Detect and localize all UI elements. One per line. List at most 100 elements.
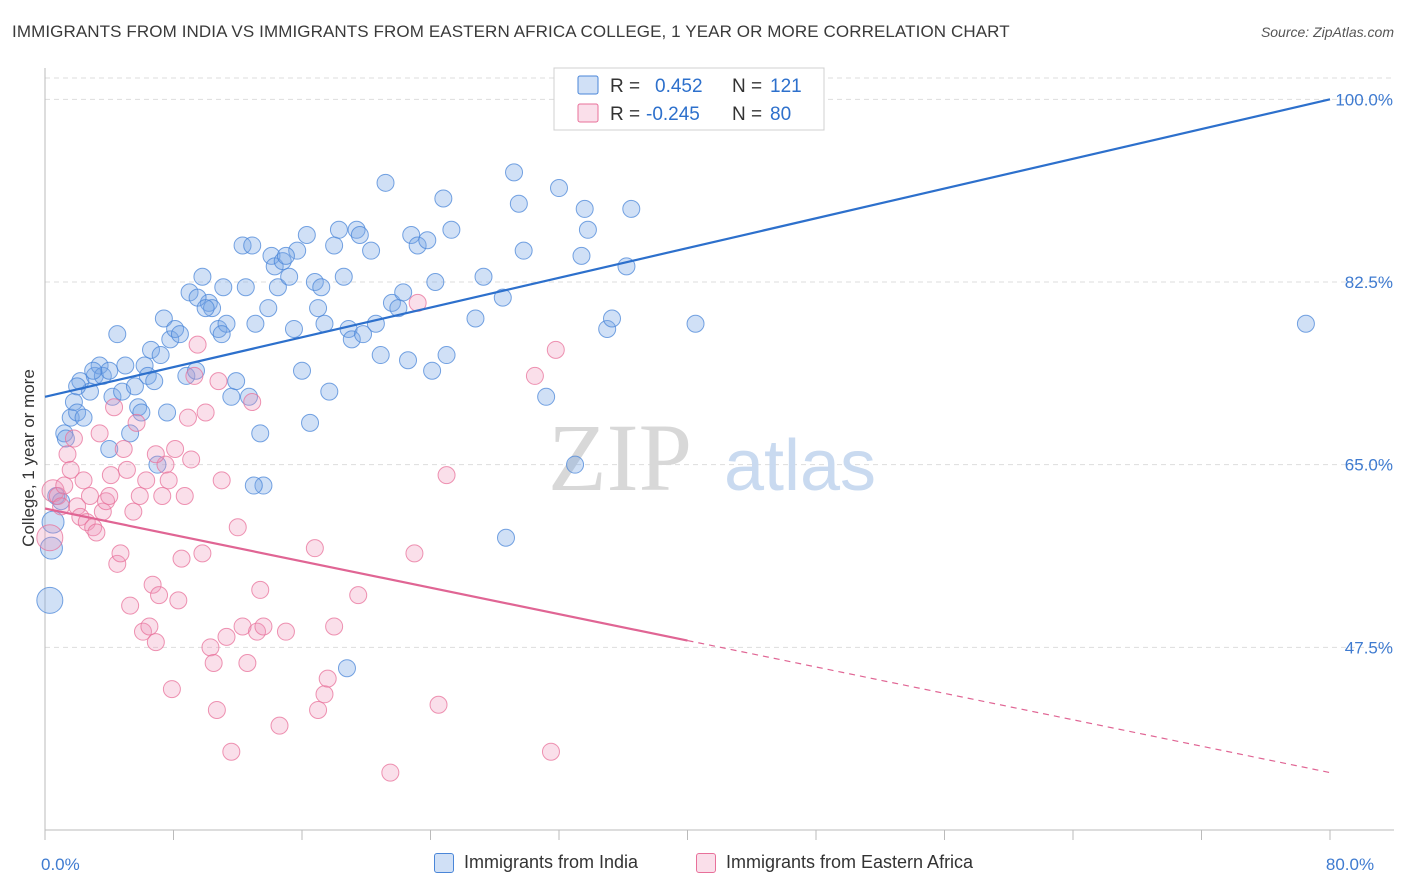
data-point <box>130 486 149 505</box>
data-point <box>212 325 231 344</box>
data-point <box>1296 314 1315 333</box>
data-point <box>185 366 204 385</box>
chart-title: IMMIGRANTS FROM INDIA VS IMMIGRANTS FROM… <box>12 22 1010 41</box>
data-point <box>251 580 270 599</box>
data-point <box>318 669 337 688</box>
data-point <box>222 387 241 406</box>
watermark-atlas: atlas <box>724 426 876 506</box>
data-point <box>371 346 390 365</box>
data-point <box>434 189 453 208</box>
data-point <box>209 372 228 391</box>
y-tick-label: 100.0% <box>1335 90 1393 109</box>
data-point <box>297 226 316 245</box>
data-point <box>537 387 556 406</box>
data-point <box>394 283 413 302</box>
data-point <box>61 460 80 479</box>
data-point <box>550 179 568 198</box>
data-point <box>97 492 116 511</box>
data-point <box>162 680 181 699</box>
data-point <box>153 486 172 505</box>
data-point <box>505 163 524 182</box>
data-point <box>68 377 87 396</box>
data-point <box>315 685 334 704</box>
data-point <box>100 440 119 458</box>
data-point <box>146 633 165 652</box>
data-point <box>117 460 136 479</box>
watermark: ZIP atlas <box>548 404 876 511</box>
data-point <box>246 314 265 333</box>
data-point <box>325 236 344 255</box>
data-point <box>207 700 226 719</box>
x-tick-label: 80.0% <box>1326 855 1374 874</box>
data-point <box>169 591 188 610</box>
data-point <box>145 372 164 391</box>
data-point <box>182 450 201 469</box>
legend-swatch-india <box>577 75 599 95</box>
legend-item-india: Immigrants from India <box>434 852 638 873</box>
data-point <box>239 387 258 406</box>
data-point <box>525 366 544 385</box>
bottom-legend: Immigrants from India Immigrants from Ea… <box>0 852 1406 878</box>
data-point <box>280 267 299 286</box>
legend-n-label-eastern-africa: N = <box>732 104 762 125</box>
data-point <box>376 173 395 192</box>
legend-r-value-india: 0.452 <box>655 76 703 97</box>
data-point <box>243 236 262 255</box>
data-point <box>100 486 119 505</box>
data-point <box>575 199 594 218</box>
data-point <box>276 246 295 265</box>
data-point <box>193 544 212 563</box>
data-point <box>349 586 368 605</box>
legend-r-label-eastern-africa: R = <box>610 104 640 125</box>
x-tick-label: 0.0% <box>41 855 80 874</box>
data-point <box>203 299 222 318</box>
data-point <box>159 471 178 490</box>
data-point <box>137 471 156 490</box>
data-point <box>132 403 151 422</box>
data-point <box>142 340 161 359</box>
data-point <box>334 267 353 286</box>
data-point <box>243 393 262 412</box>
data-point <box>150 586 169 605</box>
data-point <box>312 278 331 297</box>
data-point <box>64 393 83 412</box>
data-point <box>100 361 119 380</box>
data-point <box>546 340 565 359</box>
data-point <box>121 424 140 443</box>
data-point <box>143 575 162 594</box>
data-point <box>175 486 194 505</box>
legend-n-value-eastern-africa: 80 <box>770 104 791 125</box>
data-point <box>233 236 252 255</box>
data-point <box>233 617 252 636</box>
data-point <box>509 194 528 213</box>
data-point <box>288 241 307 260</box>
data-point <box>466 309 485 328</box>
data-point <box>402 226 421 245</box>
data-point <box>74 471 93 490</box>
legend-r-value-eastern-africa: -0.245 <box>646 104 700 125</box>
series-india <box>36 163 1315 678</box>
data-point <box>199 293 218 312</box>
data-point <box>399 351 418 370</box>
data-point <box>114 440 133 458</box>
data-point <box>320 382 339 401</box>
data-point <box>541 742 560 761</box>
data-point <box>244 476 263 495</box>
axes <box>44 68 1394 840</box>
legend-swatch-eastern-africa <box>577 103 599 123</box>
trend-line <box>44 507 688 642</box>
data-point <box>217 627 236 646</box>
legend-label-india: Immigrants from India <box>464 852 639 872</box>
data-point <box>121 596 140 615</box>
data-point <box>578 220 597 239</box>
data-point <box>84 361 103 380</box>
data-point <box>262 246 281 265</box>
data-point <box>329 220 348 239</box>
legend-n-value-india: 121 <box>770 76 802 97</box>
data-point <box>228 518 247 537</box>
data-point <box>514 241 533 260</box>
data-point <box>116 356 135 375</box>
data-point <box>566 455 585 474</box>
data-point <box>496 528 515 547</box>
data-point <box>154 309 173 328</box>
